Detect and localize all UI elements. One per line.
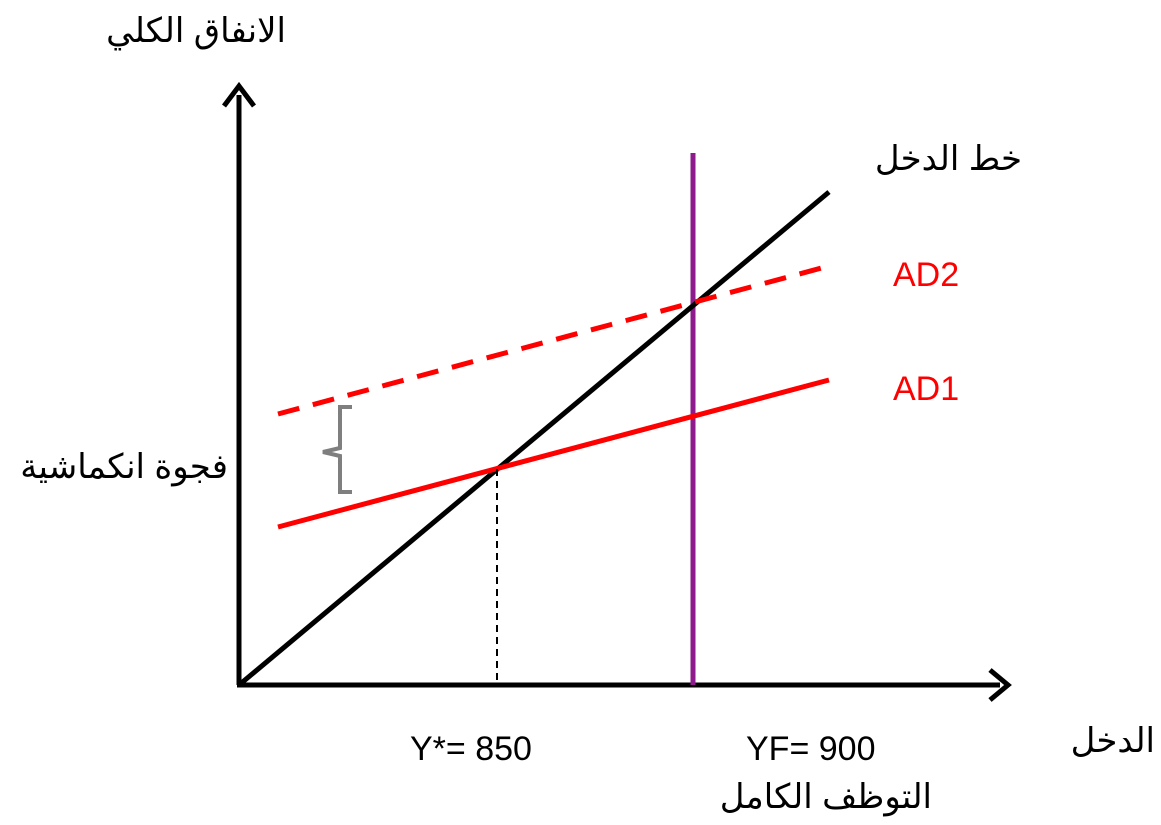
axes [222, 81, 1012, 702]
full-employment-label: YF= 900 [746, 730, 875, 768]
ad2-label: AD2 [893, 256, 959, 294]
gap-label: فجوة انكماشية [20, 448, 228, 487]
income-line-label: خط الدخل [875, 140, 1022, 178]
ad1-label: AD1 [893, 370, 959, 408]
y-axis-arrowhead [222, 81, 256, 108]
income-line [237, 190, 831, 687]
x-axis-arrowhead [988, 668, 1012, 702]
ad2-line [277, 263, 830, 417]
full-employment-caption: التوظف الكامل [720, 778, 932, 817]
x-axis-label: الدخل [1071, 722, 1155, 760]
ad1-line [277, 377, 830, 530]
y-axis-label: الانفاق الكلي [106, 12, 286, 51]
equilibrium-label: Y*= 850 [410, 730, 532, 768]
gap-bracket [322, 405, 352, 494]
